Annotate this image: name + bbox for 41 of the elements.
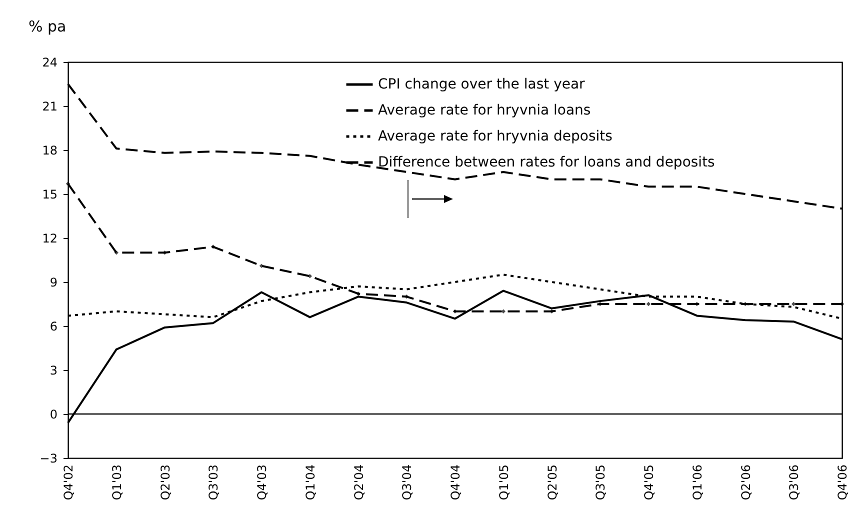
x-tick-label: Q2'04 [352,464,366,500]
y-tick-label: 18 [42,144,58,158]
x-tick-label: Q1'05 [496,464,511,500]
x-tick-label: Q3'06 [787,464,802,500]
point [356,292,360,296]
point [550,309,554,314]
y-axis-title: % pa [28,18,66,36]
y-tick-label: 12 [42,232,58,246]
x-tick-label: Q1'06 [690,464,704,500]
point [501,309,506,314]
point [308,274,312,278]
point [646,302,651,306]
y-tick-label: 0 [50,408,58,422]
x-tick-label: Q4'02 [62,464,76,500]
x-tick-label: Q1'04 [303,464,318,500]
point [404,294,409,299]
x-tick-label: Q4'04 [448,464,462,500]
x-tick-label: Q4'05 [642,464,656,500]
legend-label: Average rate for hryvnia deposits [378,128,612,144]
x-tick-label: Q2'06 [738,464,753,500]
y-tick-label: −3 [40,452,58,466]
y-tick-label: 24 [42,56,58,70]
legend-label: CPI change over the last year [378,76,586,92]
x-tick-label: Q4'06 [836,464,850,500]
x-tick-label: Q3'04 [400,464,414,500]
y-tick-label: 9 [50,276,58,290]
x-tick-label: Q4'03 [255,464,269,500]
point [162,250,167,255]
y-tick-label: 3 [50,364,58,378]
x-tick-label: Q2'03 [158,464,172,500]
x-tick-label: Q3'03 [206,464,221,500]
point [114,250,118,255]
y-tick-label: 15 [42,188,58,202]
y-tick-label: 6 [50,320,58,334]
x-tick-label: Q3'05 [594,464,608,500]
x-tick-label: Q2'05 [545,464,560,500]
y-tick-label: 21 [42,100,58,114]
legend-label: Average rate for hryvnia loans [378,102,591,118]
point [211,244,216,249]
legend-label: Difference between rates for loans and deposits [378,154,715,170]
x-tick-label: Q1'03 [110,464,124,500]
